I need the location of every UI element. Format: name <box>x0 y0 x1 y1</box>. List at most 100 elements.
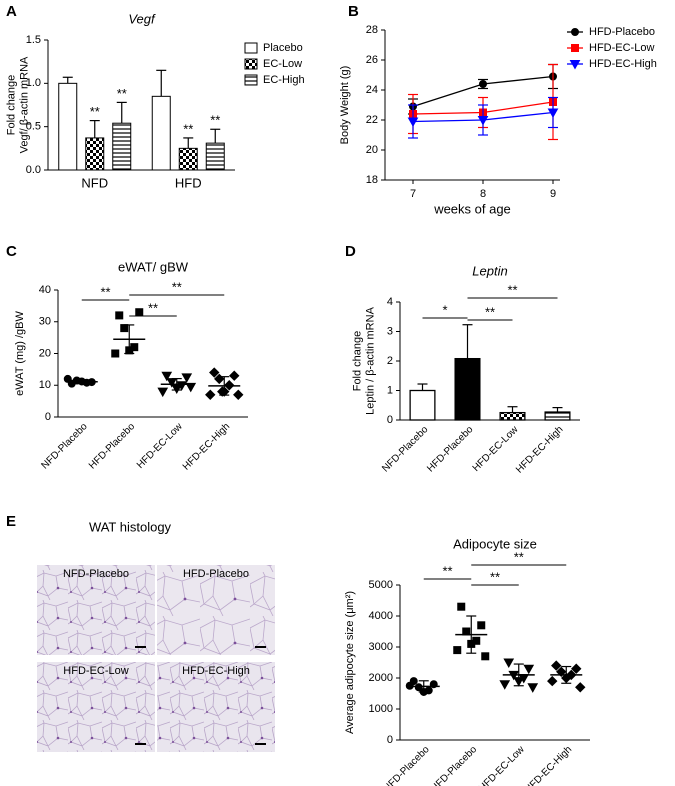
y-axis-label: Average adipocyte size (μm²) <box>344 591 356 734</box>
marker <box>229 370 240 381</box>
x-axis-label: weeks of age <box>433 201 511 216</box>
marker <box>477 116 489 126</box>
x-tick-label: 8 <box>480 188 486 200</box>
y-tick-label: 22 <box>366 114 378 126</box>
marker <box>547 675 558 687</box>
panel-letter: E <box>6 513 16 530</box>
y-tick-label: 2000 <box>369 672 393 684</box>
image-label: HFD-EC-High <box>182 665 250 677</box>
histology-image <box>157 662 275 752</box>
y-tick-label: 5000 <box>369 579 393 591</box>
significance-label: ** <box>100 284 110 299</box>
legend-label: HFD-EC-High <box>589 58 657 70</box>
y-tick-label: 0 <box>387 414 393 426</box>
bar <box>58 82 78 171</box>
marker <box>233 389 244 400</box>
marker <box>569 60 581 70</box>
marker <box>477 621 486 630</box>
y-tick-label: 3 <box>387 325 393 337</box>
legend-label: EC-Low <box>263 58 302 70</box>
marker <box>181 373 193 383</box>
marker <box>209 367 220 378</box>
marker <box>547 108 559 119</box>
marker <box>479 80 487 88</box>
significance-label: ** <box>148 300 158 315</box>
x-tick-label: HFD-Placebo <box>87 421 138 472</box>
panel-letter: B <box>348 3 359 20</box>
x-tick-label: 9 <box>550 188 556 200</box>
chart-title: Adipocyte size <box>453 536 537 551</box>
legend-label: Placebo <box>263 42 303 54</box>
x-tick-label: HFD-EC-Low <box>471 424 521 474</box>
y-axis-label: Leptin / β-actin mRNA <box>364 306 376 414</box>
significance-label: ** <box>210 113 220 128</box>
y-tick-label: 1000 <box>369 703 393 715</box>
marker <box>414 683 423 692</box>
marker <box>575 682 586 693</box>
y-tick-label: 26 <box>366 54 378 66</box>
histology-image <box>37 565 155 655</box>
legend-swatch <box>244 58 258 70</box>
bar <box>499 411 526 421</box>
chart-title: Vegf <box>128 11 156 26</box>
bar <box>85 137 105 171</box>
y-axis-label: Vegf/ β-actin mRNA <box>18 56 30 153</box>
panel-letter: C <box>6 243 17 260</box>
marker <box>157 387 169 398</box>
marker <box>571 663 582 674</box>
bar <box>205 142 225 171</box>
chart-title: Leptin <box>472 263 507 278</box>
marker <box>457 602 466 611</box>
marker <box>135 308 144 317</box>
panel-letter: D <box>345 243 356 260</box>
marker <box>571 44 579 52</box>
marker <box>115 311 124 320</box>
significance-label: ** <box>490 569 500 584</box>
marker <box>111 349 120 358</box>
x-tick-label: 7 <box>410 188 416 200</box>
significance-label: ** <box>172 279 182 294</box>
y-tick-label: 1.5 <box>26 34 41 46</box>
panel-letter: A <box>6 3 17 20</box>
y-tick-label: 30 <box>39 316 51 328</box>
legend-swatch <box>244 74 258 86</box>
bar <box>178 147 198 171</box>
image-label: HFD-EC-Low <box>63 665 128 677</box>
bar <box>112 122 132 171</box>
y-tick-label: 3000 <box>369 641 393 653</box>
y-tick-label: 0.0 <box>26 164 41 176</box>
legend-label: EC-High <box>263 74 305 86</box>
significance-label: ** <box>183 121 193 136</box>
legend-label: HFD-Placebo <box>589 26 655 38</box>
x-tick-label: HFD-Placebo <box>425 424 476 475</box>
marker <box>185 382 197 393</box>
x-tick-label: NFD <box>81 175 108 190</box>
significance-label: ** <box>507 282 517 297</box>
y-axis-label: Fold change <box>5 75 17 136</box>
x-tick-label: HFD-Placebo <box>429 744 480 786</box>
marker <box>556 666 567 678</box>
y-tick-label: 20 <box>366 144 378 156</box>
significance-label: ** <box>442 563 452 578</box>
marker <box>503 658 515 669</box>
y-tick-label: 20 <box>39 347 51 359</box>
significance-label: ** <box>514 549 524 564</box>
histology-image <box>37 662 155 752</box>
marker <box>120 324 129 333</box>
marker <box>571 28 579 36</box>
y-tick-label: 4 <box>387 296 393 308</box>
y-axis-label: Body Weight (g) <box>339 66 351 145</box>
marker <box>205 389 216 400</box>
x-tick-label: NFD-Placebo <box>382 744 433 786</box>
significance-label: ** <box>90 104 100 119</box>
marker <box>527 683 539 693</box>
chart-title: eWAT/ gBW <box>118 259 189 274</box>
marker <box>499 680 511 690</box>
y-tick-label: 0 <box>45 411 51 423</box>
y-tick-label: 18 <box>366 174 378 186</box>
x-tick-label: HFD <box>175 175 202 190</box>
image-label: NFD-Placebo <box>63 568 129 580</box>
x-tick-label: NFD-Placebo <box>380 424 431 475</box>
